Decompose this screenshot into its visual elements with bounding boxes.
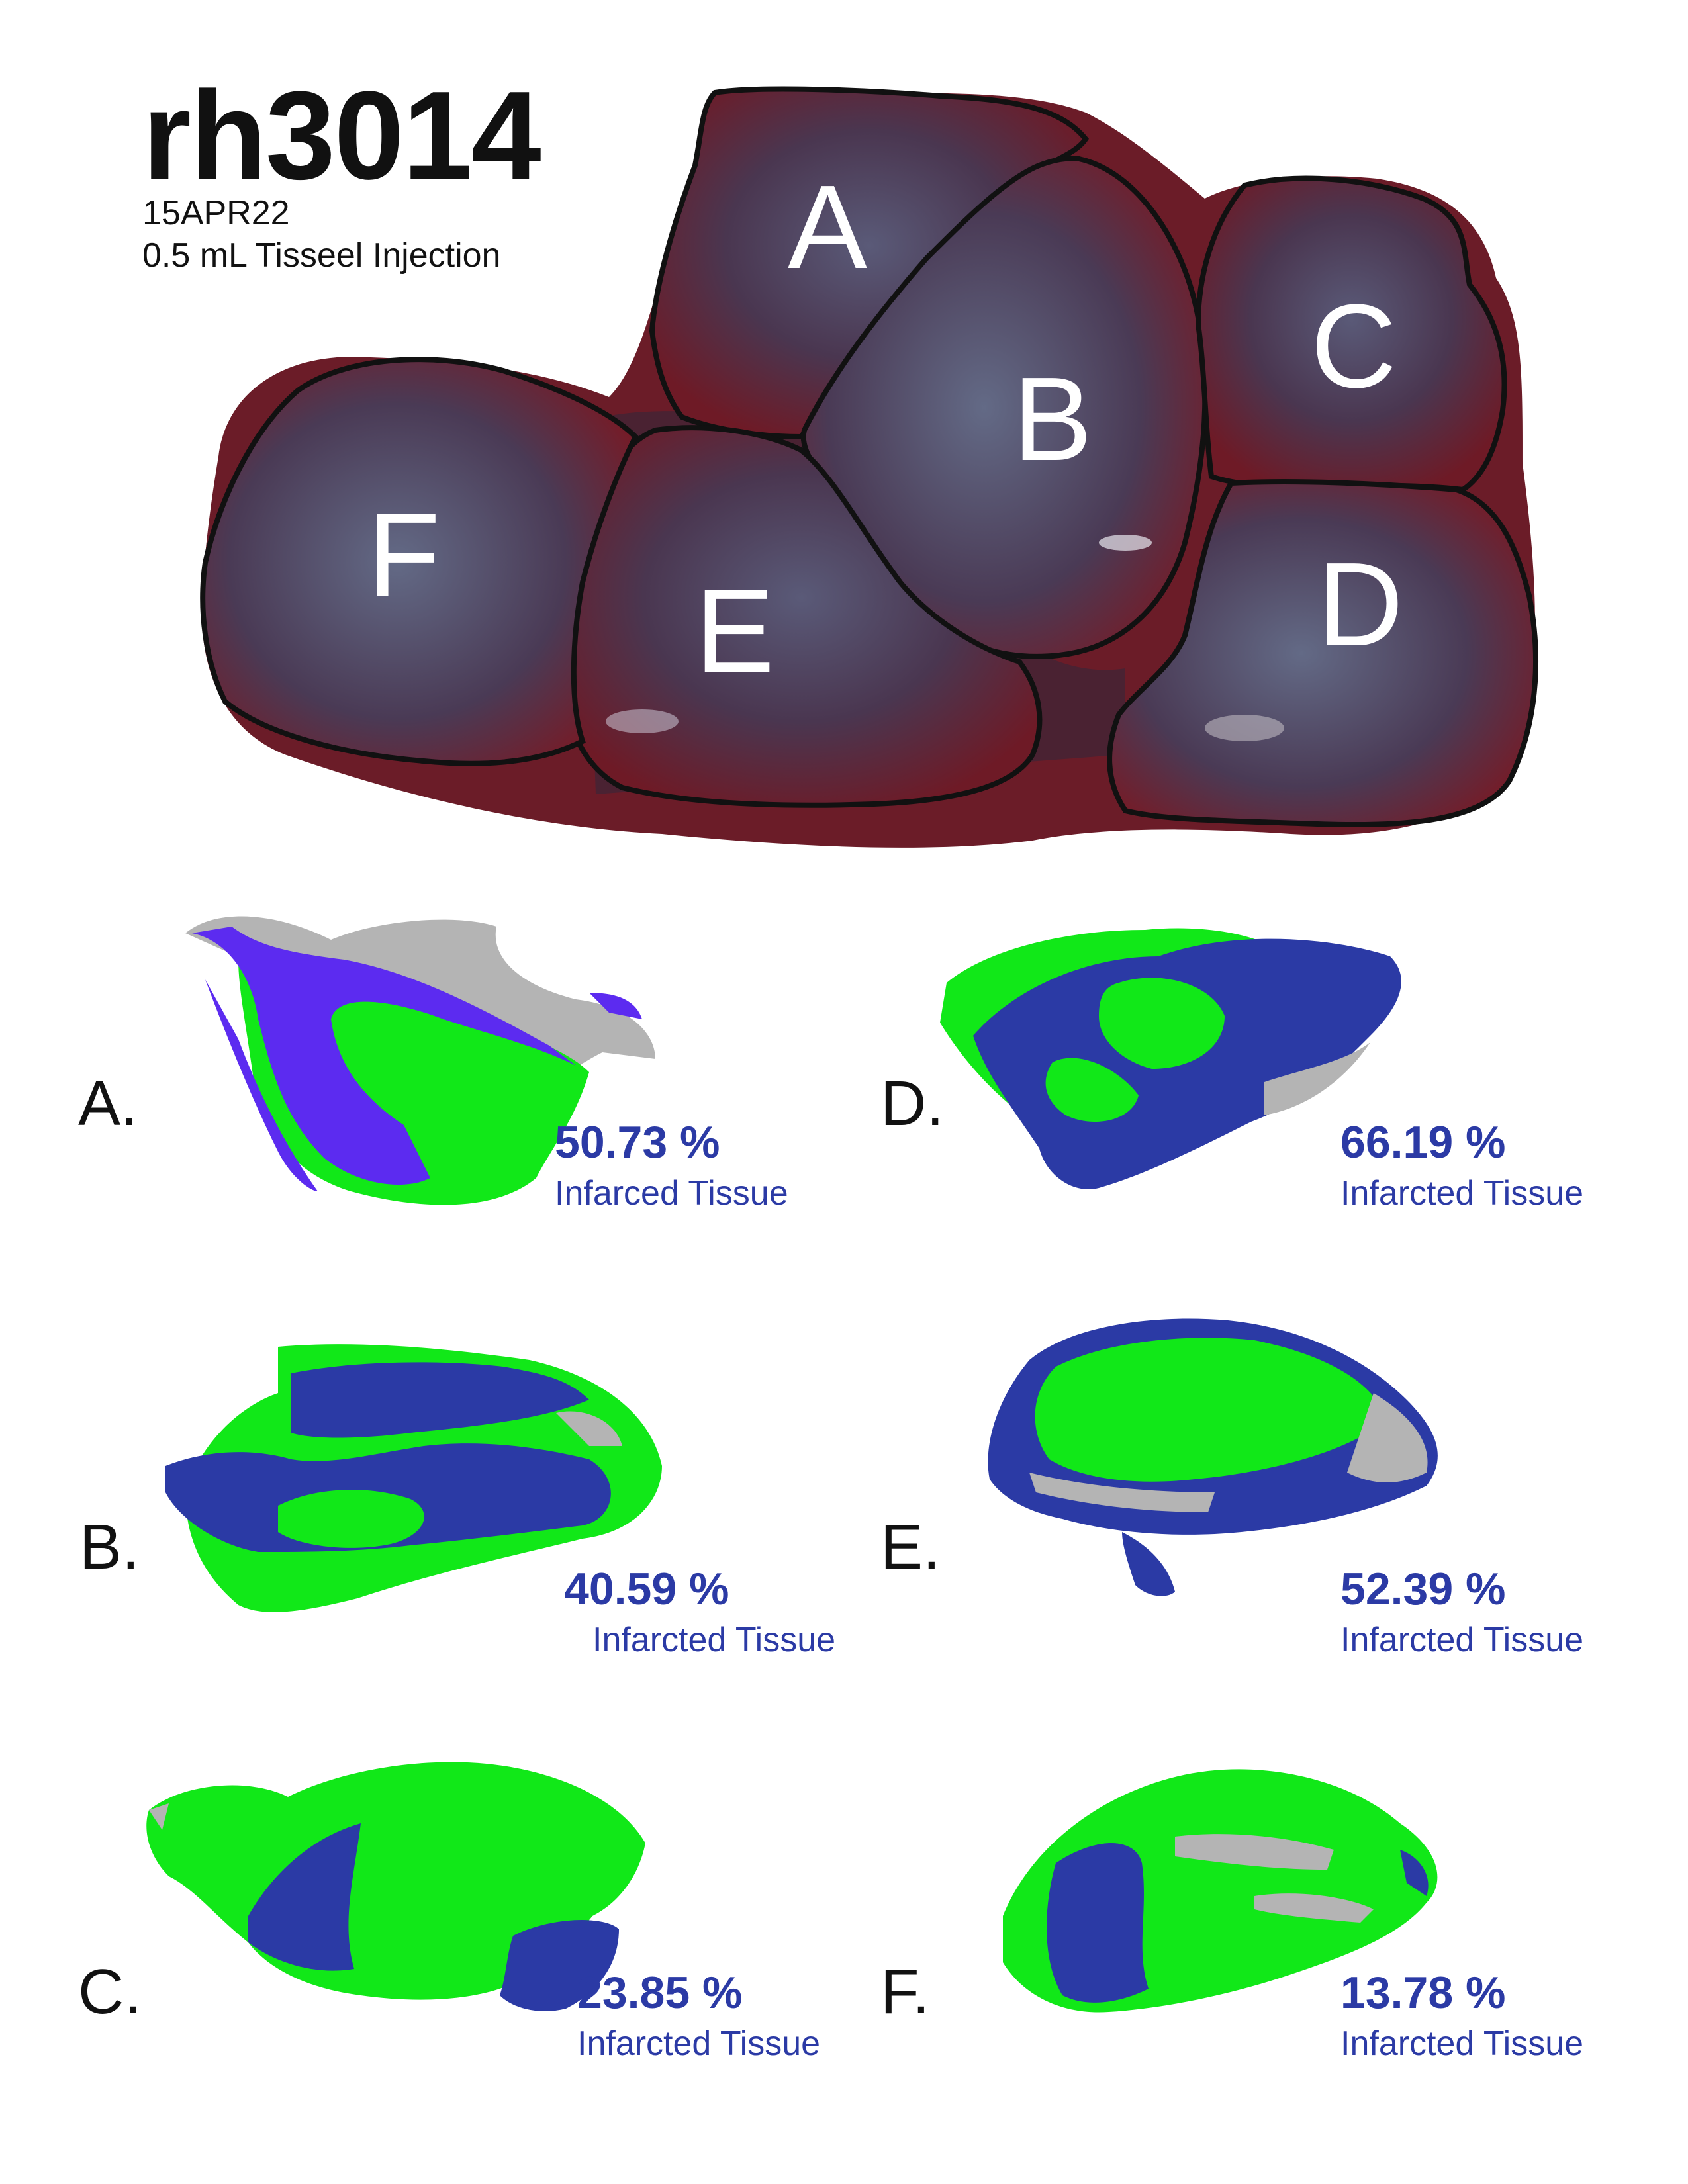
gray-region <box>1347 1393 1428 1482</box>
subject-id: rh3014 <box>142 66 541 206</box>
region-label-a: A <box>788 161 867 294</box>
blue-region <box>1400 1850 1429 1896</box>
region-label-b: B <box>1013 353 1092 486</box>
region-d-outline <box>1107 479 1538 828</box>
segmentation-map-c <box>146 1762 645 2011</box>
gray-region <box>1264 1042 1370 1115</box>
infarct-caption-b: Infarcted Tissue <box>592 1621 836 1659</box>
glare-highlight <box>606 709 679 733</box>
infarct-percent-d: 66.19 % <box>1340 1117 1506 1167</box>
segmentation-map-d <box>940 928 1401 1189</box>
panel-label-e: E. <box>880 1512 941 1582</box>
panel-label-a: A. <box>78 1068 138 1139</box>
infarct-percent-a: 50.73 % <box>555 1117 720 1167</box>
green-region <box>278 1490 424 1548</box>
violet-region <box>192 927 576 1185</box>
panel-label-c: C. <box>78 1956 142 2027</box>
infarct-percent-c: 23.85 % <box>577 1968 743 2018</box>
region-label-e: E <box>695 565 774 698</box>
infarct-caption-d: Infarcted Tissue <box>1340 1174 1584 1212</box>
segmentation-map-f <box>1003 1769 1438 2013</box>
infarct-percent-f: 13.78 % <box>1340 1968 1506 2018</box>
gray-region <box>1029 1473 1215 1512</box>
green-region <box>1035 1338 1387 1482</box>
infarct-caption-c: Infarcted Tissue <box>577 2025 821 2063</box>
glare-highlight <box>1205 715 1284 741</box>
tissue-photo: A B C D E F <box>200 86 1538 848</box>
region-label-f: F <box>367 488 440 621</box>
region-label-c: C <box>1311 280 1397 413</box>
gray-region <box>1175 1834 1334 1870</box>
blue-region <box>500 1920 619 2011</box>
date-label: 15APR22 <box>142 194 290 232</box>
treatment-label: 0.5 mL Tisseel Injection <box>142 236 501 275</box>
gray-region <box>1254 1893 1374 1923</box>
gray-region <box>556 1411 622 1446</box>
blue-region <box>1122 1532 1175 1596</box>
violet-region <box>205 979 318 1191</box>
blue-region <box>1047 1843 1149 2003</box>
blue-region <box>291 1362 589 1438</box>
region-label-d: D <box>1317 538 1403 671</box>
infarct-percent-e: 52.39 % <box>1340 1564 1506 1614</box>
segmentation-map-a <box>185 916 655 1205</box>
green-region <box>1045 1058 1139 1122</box>
panel-label-f: F. <box>880 1956 930 2027</box>
segmentation-map-b <box>165 1344 662 1612</box>
panel-label-d: D. <box>880 1068 944 1139</box>
blue-region <box>248 1823 361 1971</box>
glare-highlight <box>1099 535 1152 551</box>
gray-region <box>149 1803 169 1830</box>
green-region <box>1099 978 1225 1069</box>
header: rh3014 15APR22 0.5 mL Tisseel Injection <box>142 66 541 277</box>
blue-region <box>973 938 1401 1189</box>
infarct-percent-b: 40.59 % <box>564 1564 729 1614</box>
infarct-caption-f: Infarcted Tissue <box>1340 2025 1584 2063</box>
panel-label-b: B. <box>79 1512 140 1582</box>
region-f-outline <box>200 357 639 766</box>
infarct-caption-a: Infarced Tissue <box>555 1174 788 1212</box>
violet-region <box>589 993 642 1019</box>
segmentation-map-e <box>988 1318 1438 1596</box>
infarct-caption-e: Infarcted Tissue <box>1340 1621 1584 1659</box>
